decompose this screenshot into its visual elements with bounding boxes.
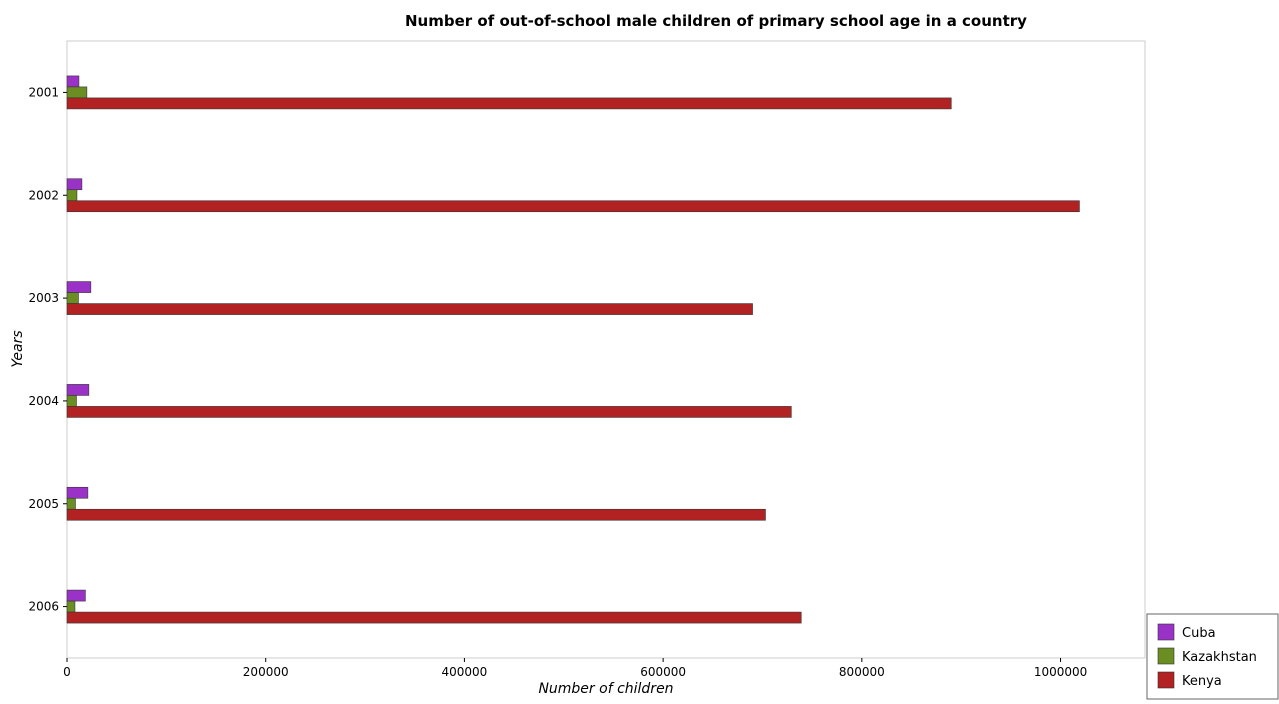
y-axis-label: Years xyxy=(10,330,26,367)
x-tick-label: 400000 xyxy=(442,665,488,679)
bar-cuba-2002 xyxy=(66,178,83,191)
bar-kenya-2001 xyxy=(66,97,952,110)
bar-cuba-2005 xyxy=(66,486,89,499)
bar-cuba-2003 xyxy=(66,281,92,293)
x-tick-label: 600000 xyxy=(640,665,686,679)
y-tick-label: 2003 xyxy=(28,291,59,305)
y-tick-label: 2002 xyxy=(28,188,59,202)
plot-area xyxy=(66,40,1146,659)
axes-layer: 2001 2002 2003 2004 2005 2006 0 200000 400000 600… xyxy=(28,85,1087,679)
x-tick-label: 200000 xyxy=(243,665,289,679)
bar-kazakhstan-2004 xyxy=(66,395,77,407)
bar-kenya-2002 xyxy=(66,200,1080,213)
y-tick-label: 2006 xyxy=(28,600,59,614)
bar-kazakhstan-2006 xyxy=(66,600,76,613)
legend-swatch-kenya xyxy=(1157,671,1175,689)
y-tick-label: 2001 xyxy=(28,85,59,99)
bar-kenya-2005 xyxy=(66,508,766,521)
x-axis-label: Number of children xyxy=(538,681,673,697)
bar-cuba-2006 xyxy=(66,589,86,602)
y-tick-label: 2004 xyxy=(28,394,59,408)
legend-swatch-cuba xyxy=(1157,623,1175,641)
bar-kenya-2004 xyxy=(66,406,792,418)
bar-kenya-2003 xyxy=(66,303,753,315)
bar-kenya-2006 xyxy=(66,611,802,624)
bar-cuba-2001 xyxy=(66,75,80,88)
legend: Cuba Kazakhstan Kenya xyxy=(1146,613,1279,700)
chart-title: Number of out-of-school male children of… xyxy=(405,12,1027,30)
bar-cuba-2004 xyxy=(66,384,90,396)
bar-kazakhstan-2002 xyxy=(66,189,78,202)
legend-swatch-kazakhstan xyxy=(1157,647,1175,665)
bars-layer xyxy=(66,75,1080,624)
y-tick-label: 2005 xyxy=(28,497,59,511)
x-tick-label: 800000 xyxy=(839,665,885,679)
legend-label-kazakhstan: Kazakhstan xyxy=(1182,650,1257,665)
x-tick-label: 1000000 xyxy=(1034,665,1087,679)
bar-kazakhstan-2005 xyxy=(66,497,76,510)
legend-label-cuba: Cuba xyxy=(1182,626,1216,641)
bar-kazakhstan-2003 xyxy=(66,292,79,304)
bar-kazakhstan-2001 xyxy=(66,86,88,99)
x-tick-label: 0 xyxy=(63,665,71,679)
legend-label-kenya: Kenya xyxy=(1182,674,1222,689)
